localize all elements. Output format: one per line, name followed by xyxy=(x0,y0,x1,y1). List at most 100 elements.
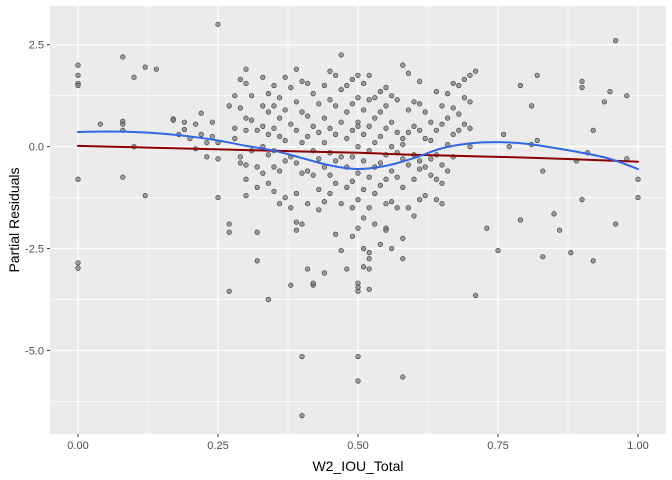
data-point xyxy=(344,135,350,142)
data-point xyxy=(254,258,260,264)
data-point xyxy=(237,160,243,166)
data-point xyxy=(215,156,221,162)
data-point xyxy=(305,133,311,140)
data-point xyxy=(355,72,361,78)
data-point xyxy=(349,205,356,211)
data-point xyxy=(607,88,613,95)
data-point xyxy=(310,172,316,178)
data-point xyxy=(517,82,524,89)
data-point xyxy=(377,241,384,248)
data-point xyxy=(361,80,367,87)
y-tick-label: -2.5 xyxy=(25,244,44,256)
data-point xyxy=(417,101,423,107)
data-point xyxy=(316,129,322,135)
data-point xyxy=(338,201,344,207)
data-point xyxy=(316,207,322,213)
data-point xyxy=(417,78,423,85)
data-point xyxy=(389,93,395,99)
data-point xyxy=(344,184,350,190)
data-point xyxy=(327,172,333,178)
data-point xyxy=(433,127,440,133)
data-point xyxy=(495,247,501,254)
data-point xyxy=(377,133,384,140)
data-point xyxy=(394,174,400,180)
data-point xyxy=(417,127,423,133)
data-point xyxy=(624,93,630,99)
data-point xyxy=(254,184,260,190)
data-point xyxy=(305,266,311,272)
data-point xyxy=(293,66,300,72)
data-point xyxy=(232,135,238,142)
data-point xyxy=(288,84,294,91)
data-point xyxy=(265,109,272,115)
data-point xyxy=(293,127,300,133)
data-point xyxy=(439,121,445,127)
data-point xyxy=(260,123,266,129)
data-point xyxy=(243,115,249,121)
data-point xyxy=(310,91,316,97)
data-point xyxy=(338,52,344,58)
data-point xyxy=(310,123,316,129)
y-axis-title: Partial Residuals xyxy=(6,167,22,272)
data-point xyxy=(254,127,260,133)
data-point xyxy=(372,221,378,227)
data-point xyxy=(366,72,372,78)
data-point xyxy=(400,374,406,380)
linear-fit-line xyxy=(77,144,639,163)
data-point xyxy=(361,245,367,252)
data-point xyxy=(142,192,148,199)
data-point xyxy=(439,180,445,186)
data-point xyxy=(383,201,389,207)
data-point xyxy=(226,288,232,294)
data-point xyxy=(198,131,204,137)
data-point xyxy=(355,353,361,360)
data-point xyxy=(265,131,272,137)
data-point xyxy=(75,176,81,182)
data-point xyxy=(377,182,384,188)
data-point xyxy=(389,119,395,125)
data-point xyxy=(249,93,255,99)
data-point xyxy=(75,82,81,89)
data-point xyxy=(349,233,356,239)
data-point xyxy=(355,225,361,231)
data-point xyxy=(288,282,294,288)
data-point xyxy=(327,125,333,131)
data-point xyxy=(635,176,641,182)
data-point xyxy=(215,21,221,27)
data-point xyxy=(422,192,428,199)
data-point xyxy=(299,170,305,176)
data-point xyxy=(422,109,428,115)
data-point xyxy=(204,139,210,146)
data-point xyxy=(439,162,445,168)
data-point xyxy=(310,280,316,286)
data-point xyxy=(501,131,507,137)
data-point xyxy=(293,227,300,233)
data-point xyxy=(75,62,81,68)
x-tick-label: 0.75 xyxy=(487,440,508,452)
data-point xyxy=(333,72,339,78)
data-point xyxy=(338,119,344,125)
data-point xyxy=(405,162,412,168)
data-point xyxy=(316,186,322,193)
data-point xyxy=(439,103,445,109)
data-point xyxy=(400,184,406,190)
data-point xyxy=(433,197,440,203)
data-point xyxy=(265,296,272,303)
data-point xyxy=(422,135,428,142)
data-point xyxy=(372,95,378,101)
data-point xyxy=(243,176,249,182)
data-point xyxy=(299,78,305,85)
data-point xyxy=(226,229,232,235)
y-axis-ticks: 2.5 0.0 -2.5 -5.0 xyxy=(25,40,50,357)
data-point xyxy=(260,103,266,109)
data-point xyxy=(366,286,372,292)
data-point xyxy=(327,97,333,103)
smooth-fit-line xyxy=(77,130,639,171)
data-point xyxy=(467,125,473,131)
data-point xyxy=(344,82,350,89)
data-point xyxy=(193,121,199,127)
data-point xyxy=(333,103,339,109)
data-point xyxy=(355,170,361,176)
data-point xyxy=(237,154,243,160)
data-point xyxy=(366,256,372,262)
